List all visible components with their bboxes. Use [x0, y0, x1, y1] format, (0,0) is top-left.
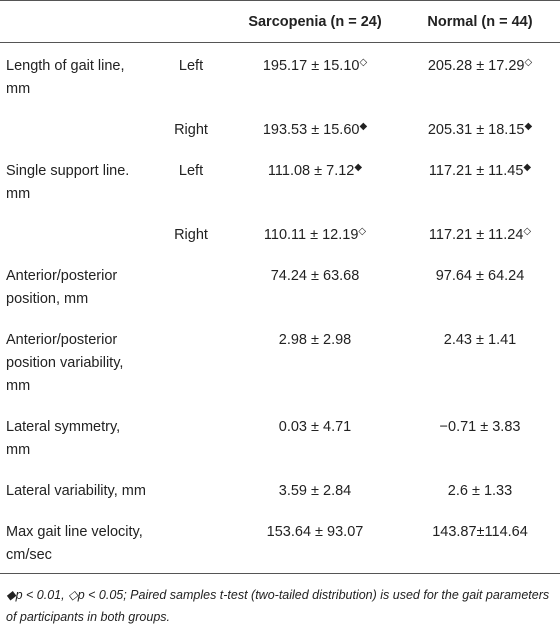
- table-row: Anterior/posterior position, mm 74.24 ± 6…: [0, 253, 560, 317]
- value-text: 2.6 ± 1.33: [447, 483, 513, 499]
- value-cell: 117.21 ± 11.24◇: [400, 212, 560, 253]
- value-cell: 193.53 ± 15.60◆: [230, 107, 400, 148]
- value-cell: 97.64 ± 64.24: [400, 253, 560, 317]
- value-text: 205.28 ± 17.29: [427, 58, 525, 74]
- table-row: Anterior/posterior position variability,…: [0, 317, 560, 404]
- value-text: 74.24 ± 63.68: [270, 268, 360, 284]
- significance-marker: ◆: [524, 121, 533, 132]
- side-cell: [152, 509, 230, 574]
- header-row: Sarcopenia (n = 24) Normal (n = 44): [0, 0, 560, 43]
- table-row: Single support line. mm Left 111.08 ± 7.12…: [0, 148, 560, 212]
- significance-marker: ◇: [358, 226, 367, 237]
- value-text: 205.31 ± 18.15: [427, 122, 525, 138]
- table-header: Sarcopenia (n = 24) Normal (n = 44): [0, 0, 560, 43]
- value-text: 0.03 ± 4.71: [278, 419, 352, 435]
- side-cell: [152, 468, 230, 509]
- side-cell: Right: [174, 122, 208, 138]
- value-cell: 195.17 ± 15.10◇: [230, 43, 400, 108]
- header-empty: [152, 1, 230, 43]
- value-cell: −0.71 ± 3.83: [400, 404, 560, 468]
- significance-marker: ◆: [359, 121, 368, 132]
- row-label: Lateral variability, mm: [6, 483, 146, 499]
- value-text: 2.43 ± 1.41: [443, 332, 517, 348]
- value-text: 117.21 ± 11.24: [428, 227, 524, 243]
- table-row: Max gait line velocity, cm/sec 153.64 ± 9…: [0, 509, 560, 574]
- header-cell: Normal (n = 44): [427, 14, 533, 30]
- value-cell: 2.98 ± 2.98: [230, 317, 400, 404]
- row-label: Max gait line velocity, cm/sec: [6, 524, 143, 563]
- row-label: Lateral symmetry, mm: [6, 419, 121, 458]
- value-text: 111.08 ± 7.12: [267, 163, 355, 179]
- table-row: Right 193.53 ± 15.60◆ 205.31 ± 18.15◆: [0, 107, 560, 148]
- table-row: Right 110.11 ± 12.19◇ 117.21 ± 11.24◇: [0, 212, 560, 253]
- header-empty: [0, 1, 152, 43]
- side-cell: [152, 317, 230, 404]
- row-label: [0, 212, 152, 253]
- table-row: Lateral symmetry, mm 0.03 ± 4.71 −0.71 ± 3…: [0, 404, 560, 468]
- side-cell: Left: [178, 58, 204, 74]
- significance-marker: ◇: [523, 226, 532, 237]
- side-cell: [152, 253, 230, 317]
- row-label: Anterior/posterior position variability,…: [6, 332, 124, 394]
- value-cell: 143.87±114.64: [400, 509, 560, 574]
- side-cell: [152, 404, 230, 468]
- data-table: Sarcopenia (n = 24) Normal (n = 44) Leng…: [0, 0, 560, 574]
- row-label: [0, 107, 152, 148]
- footnote: ◆p < 0.01, ◇p < 0.05; Paired samples t-t…: [6, 588, 550, 624]
- significance-marker: ◆: [523, 162, 532, 173]
- value-cell: 205.28 ± 17.29◇: [400, 43, 560, 108]
- value-cell: 0.03 ± 4.71: [230, 404, 400, 468]
- value-cell: 153.64 ± 93.07: [230, 509, 400, 574]
- significance-marker: ◆: [354, 162, 363, 173]
- value-text: 2.98 ± 2.98: [278, 332, 352, 348]
- value-text: 153.64 ± 93.07: [266, 524, 364, 540]
- side-cell: Left: [178, 163, 204, 179]
- value-text: 195.17 ± 15.10: [262, 58, 360, 74]
- table-row: Lateral variability, mm 3.59 ± 2.84 2.6 ± …: [0, 468, 560, 509]
- value-text: 97.64 ± 64.24: [435, 268, 525, 284]
- value-cell: 111.08 ± 7.12◆: [230, 148, 400, 212]
- row-label: Anterior/posterior position, mm: [6, 268, 118, 307]
- value-cell: 2.43 ± 1.41: [400, 317, 560, 404]
- value-cell: 117.21 ± 11.45◆: [400, 148, 560, 212]
- value-text: −0.71 ± 3.83: [439, 419, 521, 435]
- value-text: 117.21 ± 11.45: [428, 163, 524, 179]
- value-cell: 3.59 ± 2.84: [230, 468, 400, 509]
- value-text: 193.53 ± 15.60: [262, 122, 360, 138]
- side-cell: Right: [174, 227, 208, 243]
- value-text: 143.87±114.64: [432, 524, 528, 540]
- value-cell: 205.31 ± 18.15◆: [400, 107, 560, 148]
- value-text: 3.59 ± 2.84: [278, 483, 352, 499]
- value-cell: 2.6 ± 1.33: [400, 468, 560, 509]
- table-row: Length of gait line, mm Left 195.17 ± 15.1…: [0, 43, 560, 108]
- header-cell: Sarcopenia (n = 24): [248, 14, 382, 30]
- table-body: Length of gait line, mm Left 195.17 ± 15.1…: [0, 43, 560, 574]
- value-text: 110.11 ± 12.19: [263, 227, 359, 243]
- significance-marker: ◇: [524, 57, 533, 68]
- row-label: Single support line. mm: [6, 163, 130, 202]
- value-cell: 110.11 ± 12.19◇: [230, 212, 400, 253]
- row-label: Length of gait line, mm: [6, 58, 125, 97]
- significance-marker: ◇: [359, 57, 368, 68]
- value-cell: 74.24 ± 63.68: [230, 253, 400, 317]
